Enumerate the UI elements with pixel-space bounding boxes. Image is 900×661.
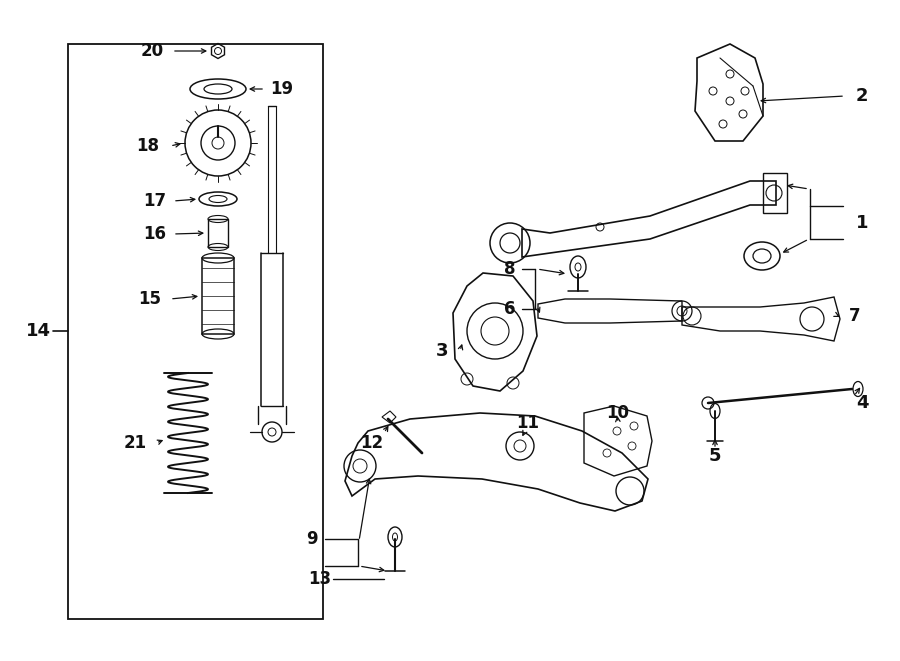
Text: 17: 17 bbox=[143, 192, 166, 210]
Text: 10: 10 bbox=[607, 404, 629, 422]
Text: 18: 18 bbox=[137, 137, 159, 155]
Text: 21: 21 bbox=[123, 434, 147, 452]
Bar bbox=[202, 258, 234, 334]
Text: 19: 19 bbox=[270, 80, 293, 98]
Text: 8: 8 bbox=[504, 260, 516, 278]
Text: 7: 7 bbox=[850, 307, 860, 325]
Text: 2: 2 bbox=[856, 87, 868, 105]
Text: 16: 16 bbox=[143, 225, 166, 243]
Text: 3: 3 bbox=[436, 342, 448, 360]
Text: 6: 6 bbox=[504, 300, 516, 318]
Text: 5: 5 bbox=[709, 447, 721, 465]
Text: 4: 4 bbox=[856, 394, 868, 412]
Text: 13: 13 bbox=[309, 570, 331, 588]
Text: 20: 20 bbox=[140, 42, 164, 60]
Bar bbox=[763, 173, 787, 213]
Text: 15: 15 bbox=[139, 290, 161, 308]
Text: 12: 12 bbox=[360, 434, 383, 452]
Text: 14: 14 bbox=[25, 322, 50, 340]
Text: 11: 11 bbox=[517, 414, 539, 432]
Text: 1: 1 bbox=[856, 214, 868, 232]
Bar bbox=[68, 44, 323, 619]
Text: 9: 9 bbox=[306, 530, 318, 548]
Bar bbox=[208, 219, 228, 247]
